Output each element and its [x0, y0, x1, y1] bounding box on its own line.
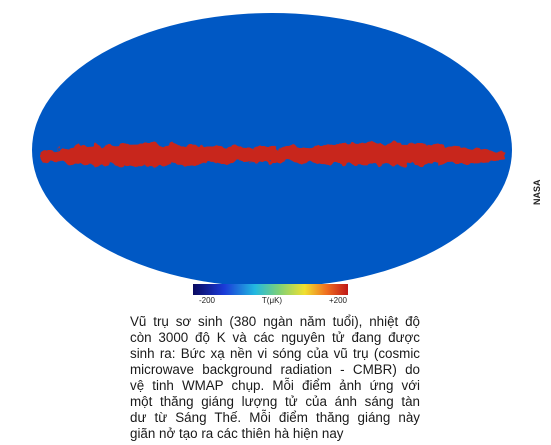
colorbar-max: +200	[329, 296, 348, 305]
caption-line: dư từ Sáng Thế. Mỗi điểm thăng giáng này	[130, 410, 420, 425]
caption-line: microwave background radiation - CMBR) d…	[130, 362, 420, 377]
colorbar-unit: T(μK)	[262, 296, 282, 305]
credit: NASA	[532, 179, 542, 205]
colorbar-min: -200	[199, 296, 216, 305]
caption-line: một thăng giáng lượng tử của ánh sáng tà…	[130, 394, 420, 409]
sky-map-figure: NASA -200 T(μK) +200	[32, 13, 542, 305]
caption-line: còn 3000 độ K và các nguyên tử đang được	[130, 330, 420, 345]
caption-line: sinh ra: Bức xạ nền vi sóng của vũ trụ (…	[130, 346, 420, 361]
galactic-band	[40, 143, 505, 167]
caption-line: giãn nở tạo ra các thiên hà hiện nay	[130, 426, 344, 441]
colorbar	[193, 284, 348, 295]
caption: Vũ trụ sơ sinh (380 ngàn năm tuổi), nhiệ…	[130, 314, 420, 442]
caption-line: vệ tinh WMAP chụp. Mỗi điểm ảnh ứng với	[130, 378, 420, 393]
cmb-map	[32, 13, 512, 287]
caption-line: Vũ trụ sơ sinh (380 ngàn năm tuổi), nhiệ…	[130, 314, 420, 329]
